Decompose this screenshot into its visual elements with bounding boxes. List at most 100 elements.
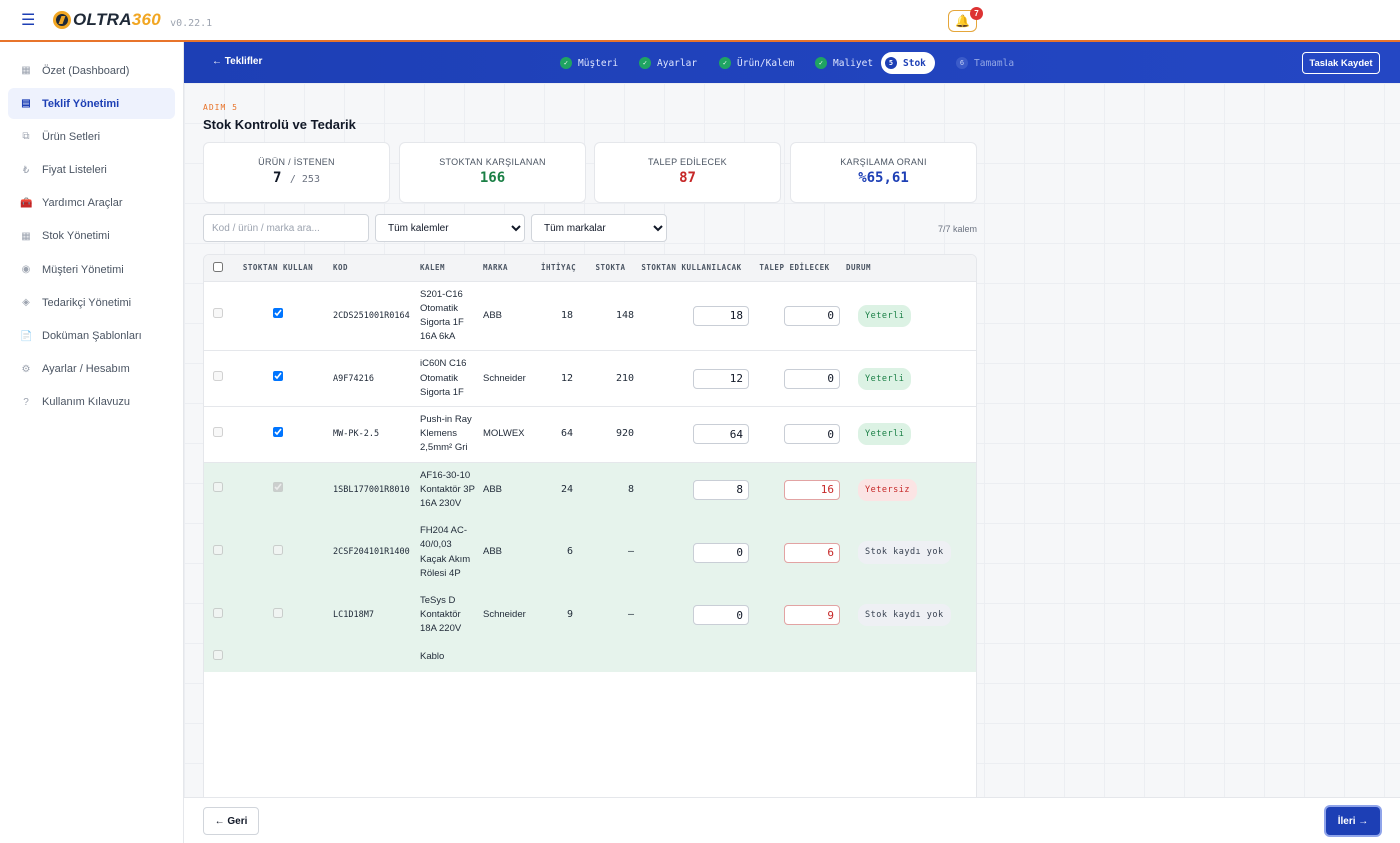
kpi-value: 87 — [595, 170, 780, 186]
step-müşteri[interactable]: ✓ Müşteri — [556, 52, 627, 74]
use-from-stock-input[interactable] — [693, 479, 749, 500]
logo[interactable]: OLTRA360 — [53, 10, 161, 30]
col-header-brand[interactable]: MARKA — [481, 255, 541, 282]
step-number: 5 — [885, 57, 897, 69]
kpi-card: STOKTAN KARŞILANAN 166 — [399, 142, 586, 203]
row-select-checkbox[interactable] — [213, 544, 223, 555]
cell-stock: — — [587, 587, 634, 644]
step-label: Tamamla — [974, 57, 1015, 69]
select-all-checkbox[interactable] — [213, 261, 223, 272]
row-select-checkbox[interactable] — [213, 426, 223, 437]
row-select-checkbox[interactable] — [213, 649, 223, 660]
cell-code — [324, 643, 420, 672]
next-button[interactable]: İleri → — [1326, 807, 1380, 835]
use-stock-checkbox[interactable] — [273, 607, 283, 618]
save-draft-button[interactable]: Taslak Kaydet — [1302, 52, 1380, 74]
use-from-stock-input[interactable] — [693, 542, 749, 563]
kpi-label: ÜRÜN / İSTENEN — [258, 157, 335, 167]
sidebar-item-label: Ürün Setleri — [42, 130, 101, 143]
cell-stock: 920 — [587, 406, 634, 463]
sidebar-item-9[interactable]: ⚙ Ayarlar / Hesabım — [8, 354, 175, 385]
brand-filter-select[interactable]: Tüm markalar — [531, 214, 667, 242]
sidebar-item-2[interactable]: ⧉ Ürün Setleri — [8, 121, 175, 152]
use-stock-checkbox[interactable] — [273, 426, 283, 437]
footer-bar: ← Geri İleri → — [184, 797, 1400, 843]
kpi-value: 7 / 253 — [204, 170, 389, 186]
use-stock-checkbox[interactable] — [273, 544, 283, 555]
step-stok[interactable]: 5 Stok — [881, 52, 935, 74]
sidebar-item-5[interactable]: ▦ Stok Yönetimi — [8, 221, 175, 252]
col-header-use-qty[interactable]: STOKTAN KULLANILACAK — [634, 255, 749, 282]
sidebar-item-4[interactable]: 🧰 Yardımcı Araçlar — [8, 188, 175, 219]
request-qty-input[interactable] — [784, 305, 840, 326]
step-label: Ürün/Kalem — [737, 57, 795, 69]
search-input[interactable] — [203, 214, 369, 242]
settings-icon: ⚙ — [21, 363, 31, 375]
col-header-use-stock[interactable]: STOKTAN KULLAN — [232, 255, 324, 282]
sidebar-item-label: Stok Yönetimi — [42, 230, 110, 243]
step-ayarlar[interactable]: ✓ Ayarlar — [635, 52, 706, 74]
sidebar-item-10[interactable]: ? Kullanım Kılavuzu — [8, 387, 175, 418]
back-button[interactable]: ← Geri — [203, 807, 259, 835]
col-header-item[interactable]: KALEM — [420, 255, 481, 282]
use-from-stock-input[interactable] — [693, 424, 749, 445]
kpi-sub: / 253 — [289, 174, 320, 185]
kpi-number: %65,61 — [858, 170, 909, 186]
notification-count-badge: 7 — [970, 7, 983, 20]
cell-stock: 148 — [587, 281, 634, 352]
menu-icon[interactable]: ☰ — [21, 12, 36, 29]
sidebar-item-label: Doküman Şablonları — [42, 330, 142, 342]
row-select-checkbox[interactable] — [213, 308, 223, 319]
cell-item: Push-in Ray Klemens 2,5mm² Gri — [420, 406, 481, 463]
step-ürünkalem[interactable]: ✓ Ürün/Kalem — [715, 52, 803, 74]
step-tamamla[interactable]: 6 Tamamla — [952, 52, 1023, 74]
sidebar-item-6[interactable]: ◉ Müşteri Yönetimi — [8, 254, 175, 285]
col-header-need[interactable]: İHTİYAÇ — [541, 255, 587, 282]
request-qty-input[interactable] — [784, 542, 840, 563]
use-stock-checkbox[interactable] — [273, 371, 283, 382]
col-header-request[interactable]: TALEP EDİLECEK — [749, 255, 840, 282]
use-stock-checkbox[interactable] — [273, 308, 283, 319]
offers-icon: ▤ — [21, 98, 31, 110]
sidebar-item-3[interactable]: ₺ Fiyat Listeleri — [8, 155, 175, 186]
sidebar-item-8[interactable]: 📄 Doküman Şablonları — [8, 321, 175, 352]
kpi-label: TALEP EDİLECEK — [648, 157, 727, 167]
request-qty-input[interactable] — [784, 605, 840, 626]
sidebar-item-7[interactable]: ◈ Tedarikçi Yönetimi — [8, 287, 175, 318]
cell-need: 9 — [541, 587, 587, 644]
status-badge: Stok kaydı yok — [858, 541, 951, 564]
status-badge: Yetersiz — [858, 478, 917, 501]
row-select-checkbox[interactable] — [213, 371, 223, 382]
use-from-stock-input[interactable] — [693, 605, 749, 626]
request-qty-input[interactable] — [784, 368, 840, 389]
step-label: ADIM 5 — [203, 103, 238, 112]
category-filter-select[interactable]: Tüm kalemler — [375, 214, 525, 242]
col-header-stock[interactable]: STOKTA — [587, 255, 634, 282]
cell-code: MW-PK-2.5 — [324, 406, 420, 463]
cell-item: Kablo — [420, 643, 481, 672]
use-from-stock-input[interactable] — [693, 368, 749, 389]
request-qty-input[interactable] — [784, 424, 840, 445]
sidebar-item-label: Fiyat Listeleri — [42, 164, 107, 177]
kpi-card: ÜRÜN / İSTENEN 7 / 253 — [203, 142, 390, 203]
product-sets-icon: ⧉ — [22, 131, 30, 143]
row-select-checkbox[interactable] — [213, 607, 223, 618]
status-badge: Stok kaydı yok — [858, 604, 951, 627]
sidebar-item-0[interactable]: ▦ Özet (Dashboard) — [8, 55, 175, 86]
cell-stock: 210 — [587, 350, 634, 407]
use-from-stock-input[interactable] — [693, 305, 749, 326]
step-maliyet[interactable]: ✓ Maliyet — [811, 52, 882, 74]
table-row: 2CSF204101R1400 FH204 AC-40/0,03 Kaçak Ak… — [204, 517, 976, 588]
cell-item: iC60N C16 Otomatik Sigorta 1F — [420, 350, 481, 407]
use-stock-checkbox[interactable] — [273, 482, 283, 493]
back-to-offers-link[interactable]: ← Teklifler — [212, 56, 263, 67]
table-row: MW-PK-2.5 Push-in Ray Klemens 2,5mm² Gri M… — [204, 406, 976, 463]
col-header-status[interactable]: DURUM — [840, 255, 976, 282]
request-qty-input[interactable] — [784, 479, 840, 500]
sidebar-item-1[interactable]: ▤ Teklif Yönetimi — [8, 88, 175, 120]
bell-icon: 🔔 — [955, 14, 970, 28]
notifications-button[interactable]: 🔔 7 — [948, 7, 983, 32]
row-select-checkbox[interactable] — [213, 482, 223, 493]
col-header-code[interactable]: KOD — [324, 255, 420, 282]
cell-brand — [481, 643, 541, 672]
